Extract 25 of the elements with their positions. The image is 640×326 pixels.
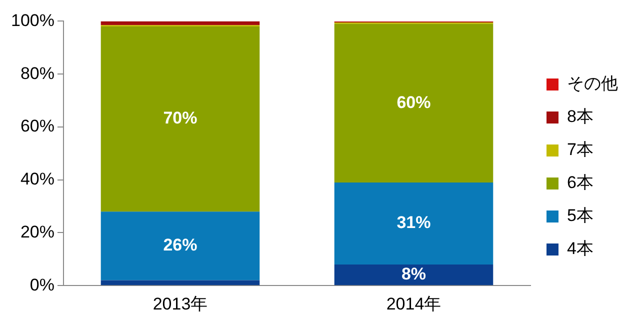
bar (100, 212, 260, 280)
y-tick-label: 0% (30, 275, 54, 294)
data-label: 31% (396, 213, 431, 232)
bar (100, 280, 260, 286)
y-tick-label: 100% (10, 10, 54, 30)
y-tick-label: 40% (20, 170, 54, 189)
y-tick-label: 20% (20, 222, 54, 242)
legend-label: 4本 (567, 239, 594, 258)
data-label: 26% (163, 236, 198, 255)
legend-label: 5本 (567, 206, 594, 226)
data-label: 70% (163, 108, 198, 128)
legend-label: 6本 (567, 173, 594, 192)
data-label: 60% (396, 92, 431, 112)
x-tick-label: 2014年 (386, 294, 442, 314)
legend-label: 8本 (567, 107, 594, 126)
bar (100, 26, 260, 212)
bar (334, 182, 494, 264)
y-tick-label: 80% (20, 64, 54, 83)
legend-label: その他 (567, 74, 618, 94)
bar (334, 264, 494, 286)
y-tick-label: 60% (20, 116, 54, 136)
bar (334, 24, 494, 182)
x-tick-label: 2013年 (152, 294, 208, 314)
data-label: 8% (401, 264, 426, 284)
legend-label: 7本 (567, 140, 594, 160)
